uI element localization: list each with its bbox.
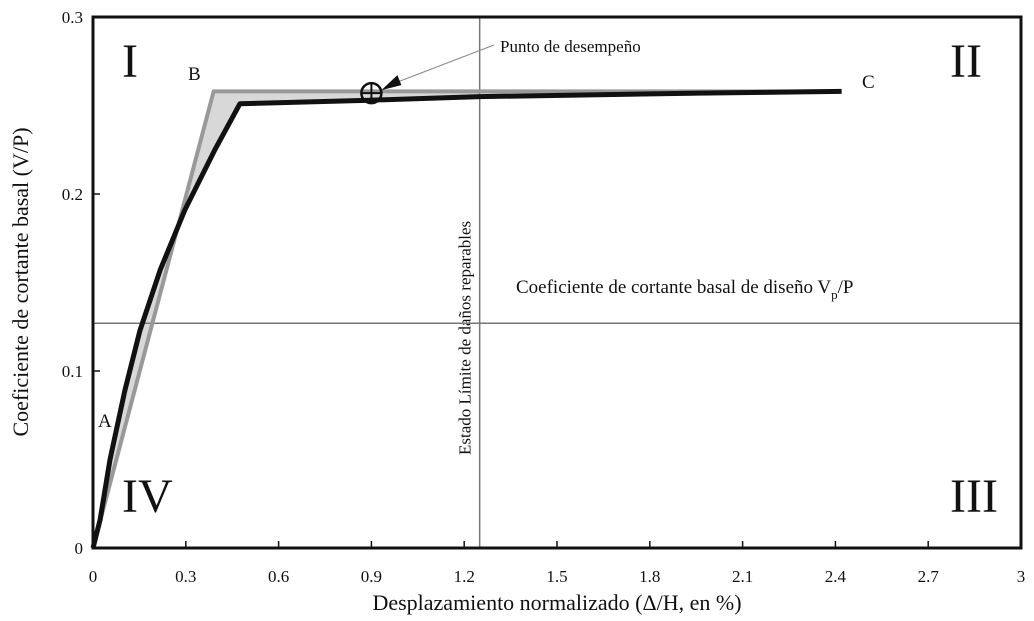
x-tick-label: 2.4 bbox=[825, 567, 847, 586]
quadrant-label: I bbox=[122, 35, 138, 88]
arrow-head bbox=[381, 75, 402, 91]
quadrant-label: IV bbox=[122, 470, 173, 523]
label-subscript: p bbox=[831, 287, 838, 302]
quadrant-label: II bbox=[950, 35, 982, 88]
x-tick-label: 1.8 bbox=[639, 567, 660, 586]
x-tick-label: 2.7 bbox=[918, 567, 940, 586]
reference-line-label: Coeficiente de cortante basal de diseño … bbox=[516, 277, 854, 302]
x-tick-label: 0.3 bbox=[175, 567, 196, 586]
point-label: B bbox=[188, 64, 201, 85]
quadrant-label: III bbox=[950, 470, 998, 523]
y-axis-label: Coeficiente de cortante basal (V/P) bbox=[8, 127, 33, 436]
point-label: A bbox=[98, 411, 112, 432]
x-tick-label: 1.5 bbox=[546, 567, 567, 586]
x-tick-label: 3 bbox=[1017, 567, 1026, 586]
leader-line bbox=[389, 44, 495, 86]
plot-frame bbox=[91, 15, 1023, 550]
y-tick-label: 0.3 bbox=[62, 8, 83, 27]
x-tick-label: 1.2 bbox=[454, 567, 475, 586]
point-label: C bbox=[862, 72, 875, 93]
x-tick-label: 0.6 bbox=[268, 567, 289, 586]
reference-line-label: Estado Límite de daños reparables bbox=[456, 221, 475, 455]
x-tick-label: 0.9 bbox=[361, 567, 382, 586]
x-tick-label: 2.1 bbox=[732, 567, 753, 586]
y-tick-label: 0.2 bbox=[62, 185, 83, 204]
y-tick-label: 0 bbox=[75, 539, 84, 558]
label-part: Coeficiente de cortante basal de diseño … bbox=[516, 277, 831, 298]
label-part: /P bbox=[838, 277, 854, 298]
y-tick-label: 0.1 bbox=[62, 362, 83, 381]
series-line bbox=[90, 88, 842, 549]
series-line bbox=[91, 89, 842, 549]
x-tick-label: 0 bbox=[89, 567, 98, 586]
x-axis-label: Desplazamiento normalizado (Δ/H, en %) bbox=[372, 590, 741, 615]
performance-point-label: Punto de desempeño bbox=[500, 37, 641, 56]
